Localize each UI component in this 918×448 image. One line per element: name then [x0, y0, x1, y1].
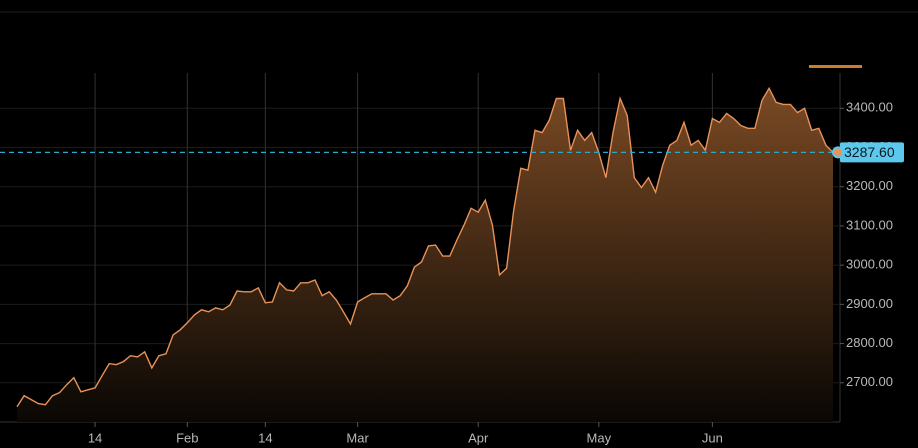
y-tick-label: 3400.00	[846, 100, 893, 115]
y-tick-label: 2700.00	[846, 374, 893, 389]
y-tick-label: 3100.00	[846, 217, 893, 232]
x-tick-label: Feb	[176, 430, 198, 445]
x-tick-label: 14	[88, 430, 102, 445]
current-price-box	[840, 142, 904, 163]
current-price-marker	[832, 146, 844, 159]
current-price-label: 3287.60	[844, 144, 895, 160]
x-tick-label: 14	[258, 430, 272, 445]
y-tick-label: 2800.00	[846, 335, 893, 350]
y-tick-label: 2900.00	[846, 296, 893, 311]
price-line	[16, 86, 834, 408]
y-tick-label: 3000.00	[846, 257, 893, 272]
x-tick-label: May	[587, 430, 612, 445]
x-tick-label: Jun	[702, 430, 723, 445]
x-tick-label: Apr	[468, 430, 489, 445]
y-tick-label: 3200.00	[846, 178, 893, 193]
legend-swatch	[809, 65, 862, 68]
x-tick-label: Mar	[346, 430, 369, 445]
